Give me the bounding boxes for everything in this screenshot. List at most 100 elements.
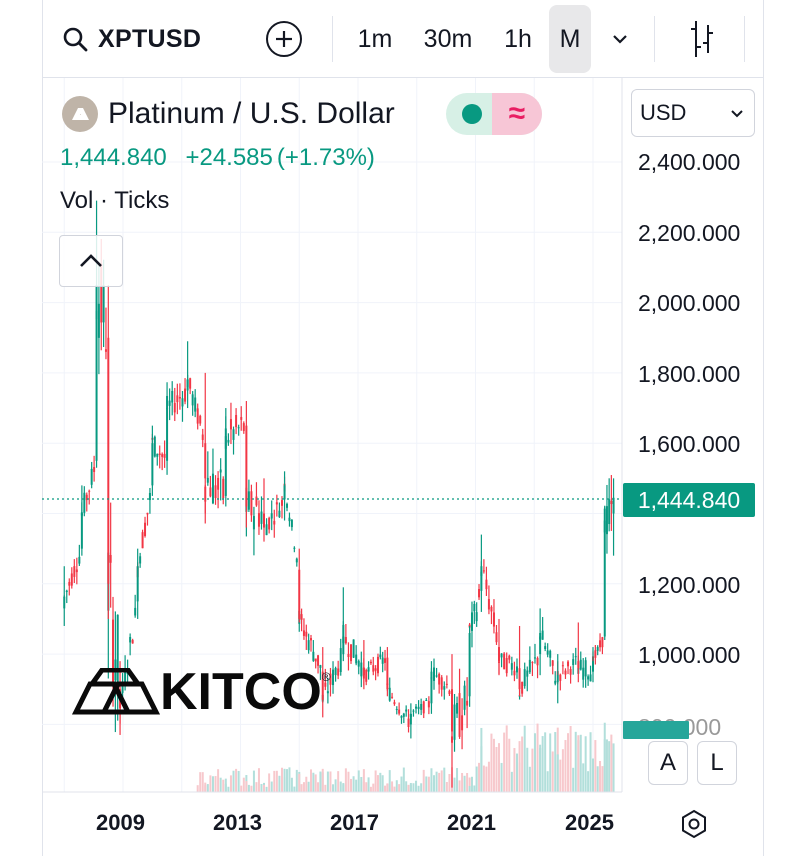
- candle-body: [505, 658, 508, 674]
- candle-body: [163, 453, 166, 458]
- timeframe-1m[interactable]: 1m: [357, 24, 393, 53]
- candle: [148, 487, 151, 514]
- candle-body: [263, 513, 265, 528]
- candle: [88, 489, 91, 505]
- volume-bar: [283, 768, 286, 792]
- candle: [161, 452, 164, 471]
- candle-body: [245, 425, 248, 507]
- candle: [391, 692, 394, 699]
- candle-body: [88, 490, 91, 492]
- volume-bar: [539, 744, 542, 792]
- candle-body: [116, 614, 119, 696]
- auto-scale-button[interactable]: A: [648, 741, 688, 785]
- candle: [295, 557, 298, 567]
- timeframe-M[interactable]: M: [549, 5, 591, 73]
- candle: [487, 585, 490, 615]
- collapse-legend-button[interactable]: [59, 235, 123, 287]
- volume-bar: [342, 784, 345, 792]
- volume-bar: [433, 775, 436, 792]
- volume-bar: [559, 759, 562, 792]
- candle: [265, 518, 268, 536]
- volume-bar: [503, 732, 506, 792]
- volume-bar: [518, 741, 521, 792]
- candle: [163, 440, 166, 468]
- candle: [112, 596, 115, 707]
- volume-bar: [265, 786, 268, 792]
- candle: [326, 677, 329, 704]
- candle: [229, 402, 232, 445]
- candle-body: [515, 666, 518, 673]
- volume-bar: [498, 743, 500, 792]
- volume-legend: Vol · Ticks: [60, 187, 170, 214]
- candle: [388, 677, 391, 702]
- candle: [219, 458, 222, 501]
- volume-bar: [329, 771, 332, 792]
- candle-body: [144, 522, 147, 536]
- candle-body: [298, 569, 301, 619]
- volume-bar: [222, 779, 225, 792]
- candle: [475, 602, 478, 627]
- candle-body: [235, 414, 238, 428]
- candle: [579, 651, 582, 671]
- candle: [445, 675, 448, 689]
- candle-body: [456, 702, 459, 714]
- candle: [186, 341, 189, 409]
- candle-body: [482, 570, 485, 572]
- candle: [176, 383, 179, 415]
- candle: [569, 666, 572, 684]
- volume-bar: [448, 774, 451, 792]
- chevron-down-icon: [731, 110, 743, 118]
- log-scale-button[interactable]: L: [697, 741, 737, 785]
- volume-bar: [337, 771, 340, 792]
- candle-body: [229, 419, 232, 430]
- candle-body: [171, 390, 174, 403]
- candle-body: [270, 513, 273, 519]
- timeframe-30m[interactable]: 30m: [423, 24, 473, 53]
- candle: [314, 658, 317, 669]
- volume-bar: [252, 770, 255, 792]
- volume-bar: [521, 736, 524, 792]
- volume-bar: [326, 771, 329, 792]
- symbol-search-button[interactable]: XPTUSD: [62, 0, 201, 78]
- candle-body: [134, 607, 137, 616]
- volume-bar: [492, 738, 495, 792]
- candle: [415, 704, 418, 714]
- price-change: +24.585: [185, 144, 273, 171]
- chart-settings-button[interactable]: [676, 806, 712, 842]
- candle-body: [268, 517, 271, 530]
- volume-bar: [425, 776, 428, 792]
- candle-body: [317, 655, 320, 666]
- add-symbol-button[interactable]: [262, 0, 306, 78]
- candle-body: [196, 408, 199, 424]
- volume-bar: [438, 772, 441, 792]
- candle: [463, 680, 466, 716]
- candle: [539, 608, 542, 676]
- candle-body: [536, 657, 539, 666]
- candle: [305, 624, 308, 650]
- volume-bar: [367, 777, 370, 792]
- data-status-pill[interactable]: ≈: [446, 93, 542, 135]
- currency-select[interactable]: USD: [631, 89, 755, 137]
- candle: [427, 696, 430, 715]
- chart-frame: [42, 0, 764, 856]
- volume-bar: [242, 777, 245, 792]
- timeframe-1h[interactable]: 1h: [504, 24, 532, 53]
- volume-bar: [567, 733, 570, 792]
- candle-body: [100, 263, 103, 323]
- timeframe-dropdown-button[interactable]: [602, 0, 638, 78]
- candle-body: [458, 693, 461, 737]
- candle-body: [141, 532, 144, 549]
- chart-type-button[interactable]: [680, 0, 724, 78]
- volume-bar: [398, 784, 401, 792]
- candle-body: [402, 713, 405, 717]
- watermark-text: KITCO: [160, 663, 322, 721]
- volume-bar: [402, 767, 405, 792]
- candle-body: [95, 285, 98, 461]
- plus-icon: [266, 21, 302, 57]
- candle: [166, 401, 169, 475]
- volume-bar: [549, 733, 552, 792]
- volume-bar: [245, 781, 248, 792]
- candle-body: [219, 469, 222, 473]
- candle: [70, 567, 73, 589]
- candle-body: [168, 400, 171, 406]
